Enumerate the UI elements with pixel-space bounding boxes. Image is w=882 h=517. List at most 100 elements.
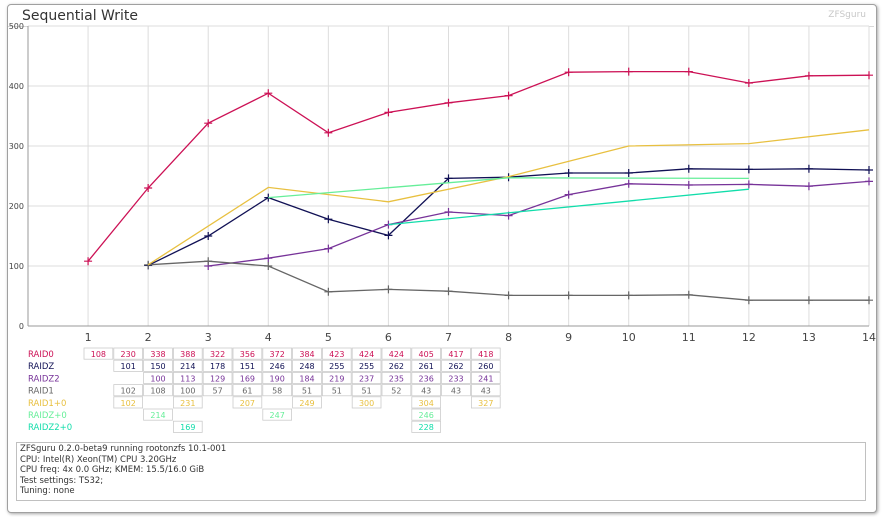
data-label: 417	[448, 350, 463, 359]
x-tick-label: 2	[145, 331, 152, 344]
data-point	[84, 257, 93, 266]
data-point	[264, 89, 273, 98]
data-label: 214	[150, 411, 165, 420]
legend-label: RAID1	[28, 387, 54, 397]
table-cell	[321, 384, 352, 397]
data-label: 327	[478, 399, 493, 408]
data-label: 43	[421, 387, 431, 396]
x-tick-label: 5	[325, 331, 332, 344]
table-cell	[232, 347, 263, 360]
data-point	[384, 108, 393, 117]
table-cell	[411, 384, 441, 397]
data-label: 230	[121, 350, 136, 359]
table-cell	[351, 359, 382, 372]
table-cell	[143, 347, 173, 360]
y-tick-label: 200	[9, 202, 24, 211]
table-cell	[411, 408, 441, 421]
data-label: 235	[389, 374, 404, 383]
data-point	[444, 208, 453, 216]
data-label: 260	[478, 362, 493, 371]
data-point	[684, 181, 693, 189]
data-label: 58	[272, 387, 282, 396]
table-cell	[232, 371, 263, 384]
series-line-raidz2	[208, 180, 870, 267]
table-cell	[232, 359, 263, 372]
data-point	[564, 190, 573, 199]
brand-label: ZFSguru	[828, 10, 866, 20]
table-cell	[262, 384, 292, 397]
table-cell	[172, 359, 203, 372]
x-tick-label: 11	[682, 331, 696, 344]
data-label: 424	[389, 350, 404, 359]
table-cell	[292, 347, 322, 360]
table-cell	[441, 347, 471, 360]
data-point	[865, 177, 873, 186]
table-cell	[321, 347, 352, 360]
table-cell	[351, 371, 382, 384]
data-label: 108	[91, 350, 106, 359]
data-label: 169	[240, 374, 255, 383]
info-line: ZFSguru 0.2.0-beta9 running rootonzfs 10…	[20, 444, 227, 454]
data-point	[684, 290, 693, 299]
table-cell	[143, 384, 173, 397]
data-label: 418	[478, 350, 493, 359]
data-label: 231	[180, 399, 195, 408]
table-cell	[381, 371, 412, 384]
data-label: 100	[150, 374, 165, 383]
table-cell	[470, 396, 501, 409]
data-point	[204, 119, 213, 128]
series-line-raidz2plus0	[388, 188, 749, 226]
data-label: 261	[419, 362, 434, 371]
table-cell	[262, 408, 292, 421]
table-cell	[411, 371, 441, 384]
table-cell	[113, 384, 144, 397]
data-point	[684, 67, 693, 76]
table-cell	[381, 347, 412, 360]
table-cell	[202, 347, 233, 360]
table-cell	[262, 359, 292, 372]
legend-label: RAIDZ2+0	[28, 423, 72, 433]
table-cell	[470, 347, 501, 360]
data-point	[744, 296, 753, 305]
data-point	[744, 180, 753, 189]
data-point	[504, 91, 513, 100]
data-label: 219	[329, 374, 344, 383]
y-tick-label: 0	[19, 322, 24, 331]
y-tick-label: 300	[9, 142, 24, 151]
legend-label: RAIDZ	[28, 362, 54, 372]
data-label: 102	[121, 399, 136, 408]
data-label: 255	[359, 362, 374, 371]
data-point	[744, 79, 753, 87]
table-cell	[202, 371, 233, 384]
data-label: 100	[180, 387, 195, 396]
data-point	[804, 296, 813, 305]
data-point	[444, 98, 453, 107]
data-label: 207	[240, 399, 255, 408]
data-point	[324, 128, 333, 137]
legend-label: RAIDZ2	[28, 374, 60, 384]
data-point	[324, 215, 333, 224]
legend-label: RAIDZ+0	[28, 411, 67, 421]
chart-title: Sequential Write	[22, 8, 139, 24]
table-cell	[441, 384, 471, 397]
data-label: 384	[299, 350, 314, 359]
table-cell	[470, 384, 501, 397]
data-point	[324, 244, 333, 253]
table-cell	[113, 347, 144, 360]
data-point	[144, 184, 153, 192]
data-point	[204, 257, 213, 266]
data-label: 113	[180, 374, 195, 383]
data-label: 405	[419, 350, 434, 359]
table-cell	[411, 359, 441, 372]
table-cell	[172, 396, 203, 409]
data-label: 423	[329, 350, 344, 359]
table-cell	[262, 347, 292, 360]
table-cell	[470, 359, 501, 372]
x-tick-label: 10	[622, 331, 636, 344]
data-label: 51	[362, 387, 372, 396]
data-label: 190	[270, 374, 285, 383]
table-cell	[143, 408, 173, 421]
data-label: 237	[359, 374, 374, 383]
table-cell	[351, 347, 382, 360]
